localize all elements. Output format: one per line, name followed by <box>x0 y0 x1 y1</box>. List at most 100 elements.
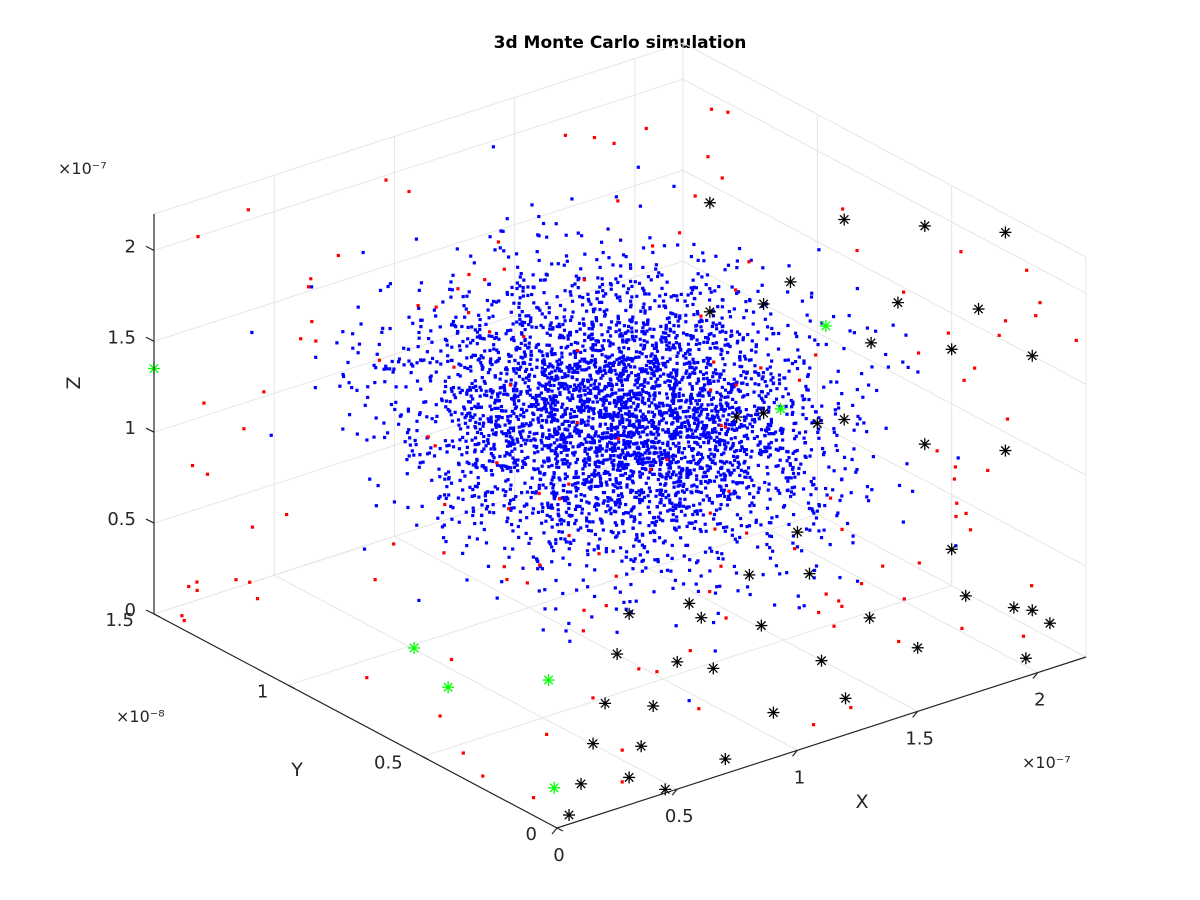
data-point-blue <box>469 394 473 398</box>
data-point-blue <box>688 398 693 402</box>
data-point-blue <box>617 460 622 464</box>
data-point-blue <box>593 462 597 467</box>
data-point-blue <box>515 286 519 291</box>
data-point-blue <box>681 504 685 508</box>
data-point-blue <box>624 331 628 335</box>
data-point-blue <box>671 434 675 438</box>
data-point-blue <box>843 467 847 471</box>
data-point-blue <box>568 398 572 402</box>
data-point-blue <box>637 489 641 493</box>
data-point-blue <box>572 538 576 542</box>
data-point-blue <box>634 538 638 542</box>
data-point-blue <box>582 359 586 363</box>
data-point-blue <box>479 388 483 392</box>
data-point-blue <box>628 445 632 449</box>
data-point-blue <box>806 501 811 505</box>
data-point-blue <box>571 451 575 455</box>
data-marker-black <box>647 700 660 712</box>
data-point-blue <box>557 476 561 480</box>
data-point-blue <box>530 404 534 409</box>
data-point-red <box>205 472 210 476</box>
data-point-blue <box>386 284 390 289</box>
data-point-blue <box>530 367 534 372</box>
data-point-blue <box>685 543 690 547</box>
data-point-blue <box>484 468 488 472</box>
data-point-blue <box>761 573 765 577</box>
data-point-blue <box>522 320 527 325</box>
data-point-blue <box>645 444 649 448</box>
data-point-blue <box>855 579 860 583</box>
data-point-blue <box>548 515 552 519</box>
data-point-blue <box>587 327 591 331</box>
data-point-blue <box>604 449 608 453</box>
data-point-blue <box>683 299 687 303</box>
data-point-blue <box>489 447 493 451</box>
data-point-blue <box>582 403 586 407</box>
data-point-blue <box>602 431 606 435</box>
data-point-blue <box>727 413 731 417</box>
data-point-blue <box>550 517 554 521</box>
grid-line-y <box>288 513 818 686</box>
data-point-blue <box>525 389 529 393</box>
data-point-blue <box>624 412 628 416</box>
data-point-blue <box>574 494 578 498</box>
data-point-blue <box>746 332 750 337</box>
z-tick <box>145 245 155 251</box>
data-point-blue <box>545 354 550 358</box>
data-point-blue <box>837 406 841 410</box>
data-point-blue <box>659 473 663 477</box>
data-point-blue <box>642 384 646 388</box>
data-point-blue <box>649 366 653 371</box>
data-point-blue <box>550 262 554 266</box>
data-point-blue <box>652 393 656 397</box>
data-point-blue <box>519 435 524 440</box>
data-point-blue <box>589 391 593 396</box>
data-point-blue <box>711 459 715 463</box>
data-point-blue <box>692 313 696 317</box>
data-point-blue <box>699 481 703 485</box>
data-point-blue <box>700 389 704 393</box>
data-point-blue <box>559 369 564 373</box>
data-point-blue <box>615 414 619 418</box>
data-point-blue <box>676 243 680 247</box>
data-point-blue <box>516 394 520 398</box>
data-point-blue <box>568 514 573 518</box>
data-point-blue <box>485 393 489 398</box>
data-point-blue <box>564 254 569 258</box>
data-point-blue <box>494 433 498 437</box>
data-point-blue <box>745 486 749 490</box>
data-point-blue <box>616 493 621 498</box>
data-point-red <box>832 624 836 628</box>
data-point-blue <box>487 419 491 424</box>
data-marker-black <box>757 297 770 310</box>
data-point-blue <box>472 261 476 265</box>
data-point-blue <box>437 496 441 500</box>
data-point-blue <box>510 449 514 453</box>
data-point-blue <box>699 412 703 416</box>
data-point-blue <box>377 342 381 347</box>
data-point-blue <box>688 568 692 572</box>
data-point-blue <box>462 304 466 308</box>
data-point-blue <box>506 478 510 482</box>
data-point-blue <box>688 382 692 386</box>
data-point-blue <box>653 523 657 527</box>
data-point-blue <box>807 335 812 339</box>
data-point-blue <box>614 607 619 611</box>
data-point-blue <box>659 338 663 342</box>
data-point-blue <box>529 403 534 407</box>
data-point-blue <box>757 373 761 377</box>
data-point-blue <box>716 470 720 474</box>
data-point-red <box>438 714 442 718</box>
data-point-blue <box>674 444 678 448</box>
data-point-blue <box>515 389 519 393</box>
data-point-blue <box>706 359 710 363</box>
data-point-blue <box>637 355 641 359</box>
data-point-blue <box>706 481 710 485</box>
data-point-blue <box>568 412 573 416</box>
data-point-blue <box>587 455 591 459</box>
data-point-blue <box>715 413 719 417</box>
data-point-blue <box>629 299 633 303</box>
data-point-blue <box>603 368 607 372</box>
data-marker-green <box>819 319 832 332</box>
data-point-blue <box>604 510 608 514</box>
